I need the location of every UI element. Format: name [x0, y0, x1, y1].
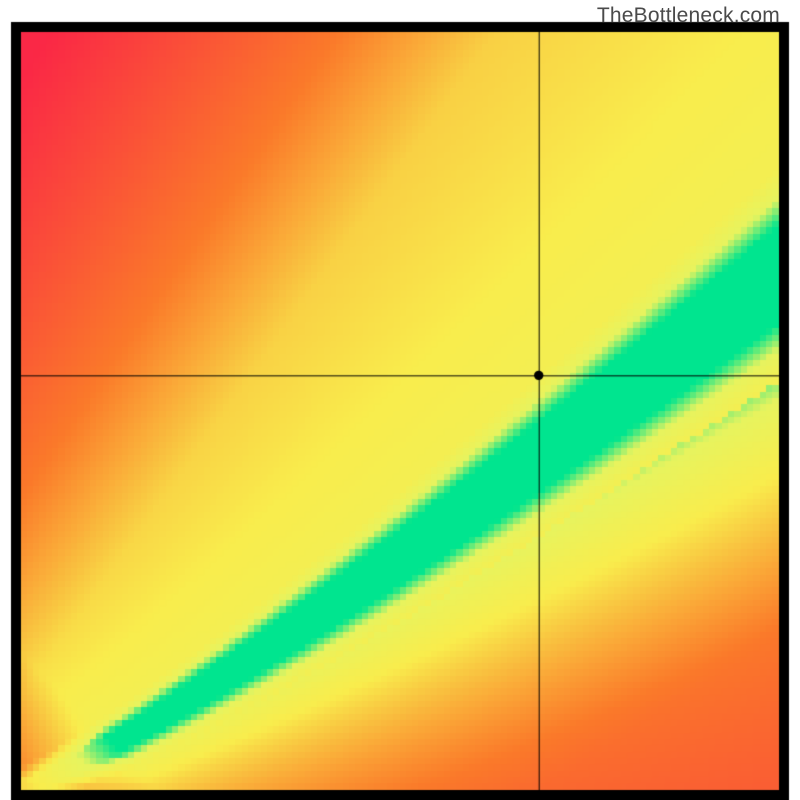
watermark: TheBottleneck.com [597, 4, 780, 28]
bottleneck-heatmap [0, 0, 800, 800]
